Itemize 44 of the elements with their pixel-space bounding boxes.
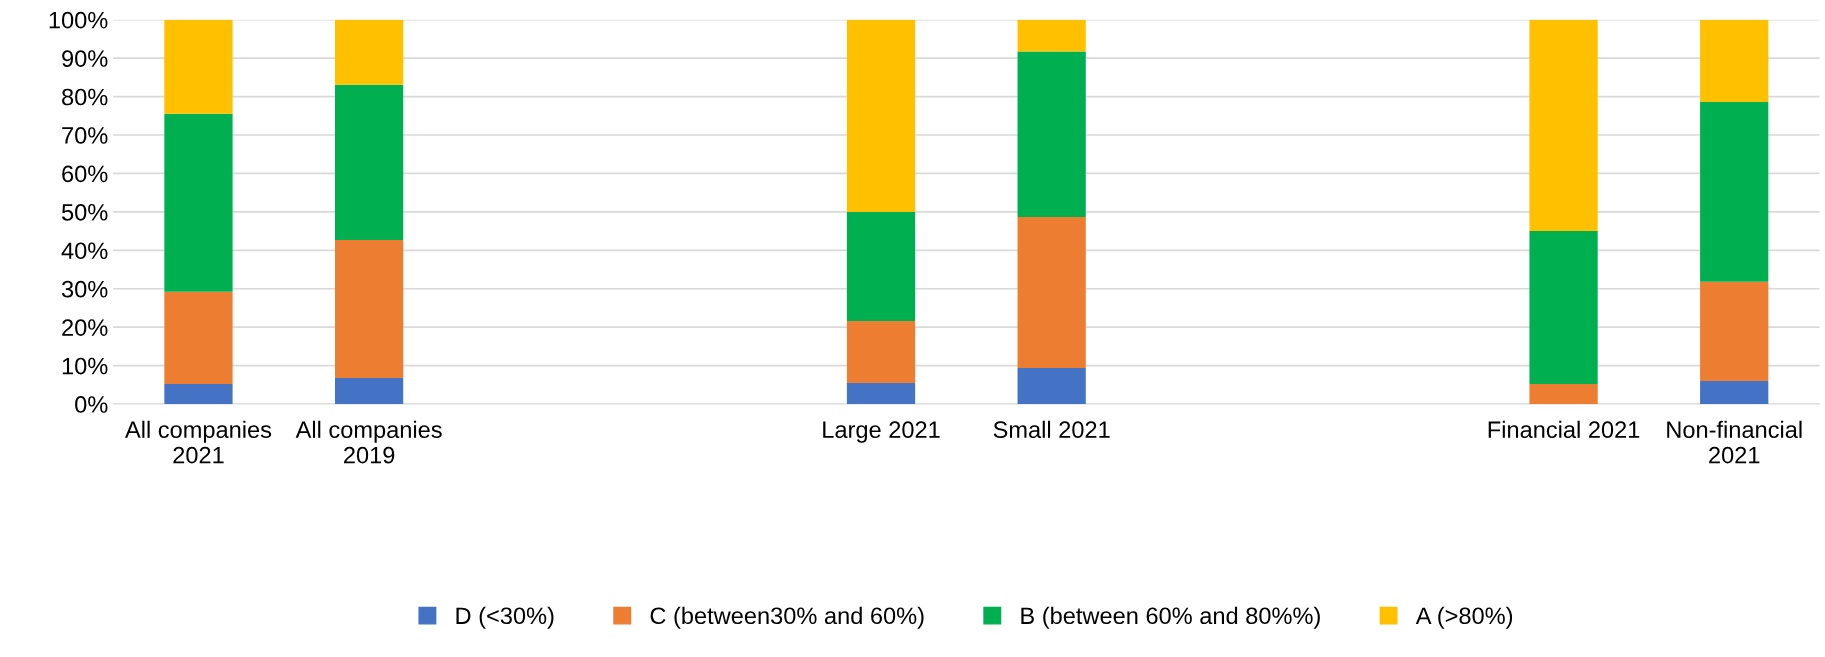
y-tick-label: 100% bbox=[49, 11, 108, 29]
y-tick-label: 80% bbox=[62, 88, 108, 106]
bar bbox=[1700, 380, 1769, 405]
x-tick-label: Small 2021 bbox=[993, 420, 1110, 439]
legend-label: B (between 60% and 80%%) bbox=[1021, 606, 1320, 629]
x-tick-label: Non-financial 2021 bbox=[1667, 420, 1802, 464]
y-tick-label: 30% bbox=[61, 280, 108, 298]
bar bbox=[1529, 19, 1598, 232]
legend-label: C (between30% and 60%) bbox=[650, 606, 924, 629]
bar bbox=[1017, 51, 1086, 217]
bar bbox=[1529, 231, 1598, 385]
y-tick-label: 20% bbox=[62, 319, 108, 336]
bar bbox=[1529, 384, 1598, 405]
bar bbox=[164, 19, 233, 114]
bar bbox=[1700, 19, 1769, 102]
y-tick-label: 70% bbox=[62, 127, 108, 144]
x-tick-label: Large 2021 bbox=[823, 421, 940, 443]
x-tick-label: All companies 2021 bbox=[125, 420, 272, 464]
bar bbox=[1017, 367, 1086, 405]
y-tick-label: 0% bbox=[75, 396, 108, 413]
x-tick-label: All companies 2019 bbox=[295, 420, 442, 464]
bar bbox=[846, 382, 916, 405]
bar bbox=[846, 321, 916, 383]
bar bbox=[334, 19, 404, 85]
bar bbox=[164, 291, 233, 385]
bar bbox=[164, 113, 233, 292]
bar bbox=[1700, 281, 1769, 381]
bar bbox=[334, 84, 404, 240]
bar bbox=[846, 19, 916, 212]
bar bbox=[1017, 19, 1086, 52]
bar bbox=[846, 211, 916, 322]
legend-label: A (>80%) bbox=[1415, 606, 1513, 629]
bar bbox=[164, 384, 233, 405]
legend-label: D (<30%) bbox=[456, 606, 554, 629]
y-tick-label: 10% bbox=[62, 357, 108, 375]
bar bbox=[1017, 216, 1086, 368]
bar bbox=[1700, 101, 1769, 282]
y-tick-label: 40% bbox=[61, 242, 108, 260]
y-tick-label: 60% bbox=[62, 165, 108, 183]
y-tick-label: 90% bbox=[62, 50, 108, 67]
y-tick-label: 50% bbox=[61, 203, 108, 221]
bar bbox=[334, 239, 404, 378]
x-tick-label: Financial 2021 bbox=[1488, 420, 1640, 439]
bar bbox=[334, 377, 404, 405]
